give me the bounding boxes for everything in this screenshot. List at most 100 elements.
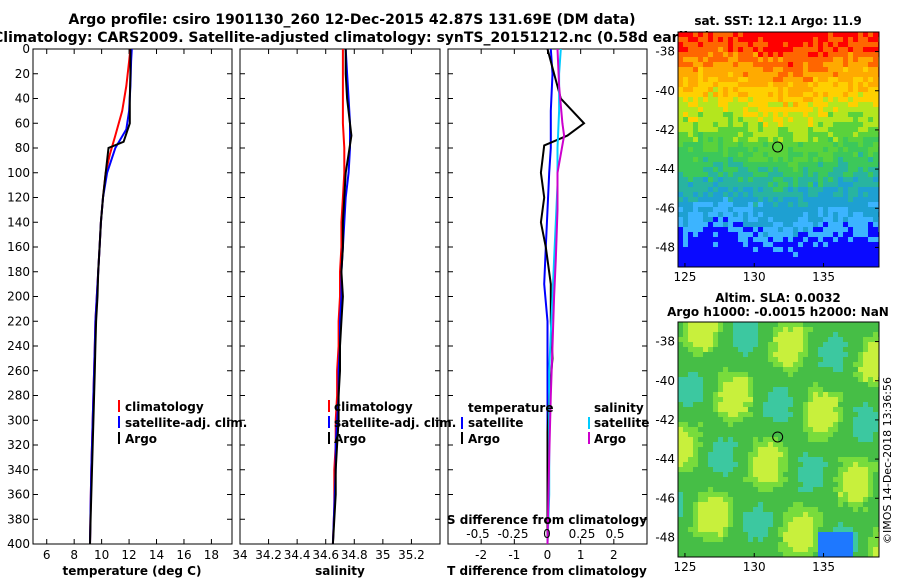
map-cell xyxy=(728,87,733,92)
map-cell xyxy=(813,97,818,102)
map-cell xyxy=(733,377,738,382)
map-cell xyxy=(733,437,738,442)
y-tick-label: 0 xyxy=(22,42,30,56)
map-cell xyxy=(708,102,713,107)
map-cell xyxy=(783,437,788,442)
map-cell xyxy=(728,262,733,267)
map-cell xyxy=(708,322,713,327)
map-cell xyxy=(843,57,848,62)
map-cell xyxy=(793,387,798,392)
map-cell xyxy=(843,217,848,222)
map-cell xyxy=(758,322,763,327)
map-cell xyxy=(818,392,823,397)
map-cell xyxy=(858,52,863,57)
map-cell xyxy=(783,222,788,227)
map-cell xyxy=(833,542,838,547)
map-cell xyxy=(863,437,868,442)
map-cell xyxy=(773,502,778,507)
map-cell xyxy=(753,537,758,542)
map-cell xyxy=(708,227,713,232)
map-cell xyxy=(688,487,693,492)
map-cell xyxy=(853,32,858,37)
map-cell xyxy=(813,87,818,92)
map-cell xyxy=(703,452,708,457)
map-cell xyxy=(813,162,818,167)
map-cell xyxy=(733,42,738,47)
map-cell xyxy=(698,537,703,542)
map-cell xyxy=(848,487,853,492)
map-cell xyxy=(708,197,713,202)
y-tick-label: 220 xyxy=(7,314,30,328)
map-cell xyxy=(723,137,728,142)
map-cell xyxy=(778,72,783,77)
map-cell xyxy=(738,432,743,437)
map-cell xyxy=(873,507,878,512)
map-cell xyxy=(693,62,698,67)
map-cell xyxy=(698,347,703,352)
map-cell xyxy=(753,522,758,527)
map-cell xyxy=(773,457,778,462)
map-cell xyxy=(713,132,718,137)
map-cell xyxy=(798,327,803,332)
map-cell xyxy=(798,357,803,362)
map-cell xyxy=(748,377,753,382)
map-cell xyxy=(718,322,723,327)
map-cell xyxy=(763,527,768,532)
y-tick-label: 160 xyxy=(7,240,30,254)
map-cell xyxy=(823,322,828,327)
map-cell xyxy=(773,387,778,392)
map-cell xyxy=(778,52,783,57)
map-cell xyxy=(873,247,878,252)
map-cell xyxy=(748,522,753,527)
map-cell xyxy=(793,107,798,112)
map-cell xyxy=(828,382,833,387)
map-cell xyxy=(838,442,843,447)
map-cell xyxy=(773,67,778,72)
map-cell xyxy=(723,52,728,57)
map-cell xyxy=(763,512,768,517)
map-cell xyxy=(678,57,683,62)
map-cell xyxy=(728,57,733,62)
map-cell xyxy=(743,417,748,422)
map-cell xyxy=(863,47,868,52)
map-cell xyxy=(858,162,863,167)
map-cell xyxy=(778,352,783,357)
map-cell xyxy=(723,257,728,262)
map-cell xyxy=(693,392,698,397)
map-cell xyxy=(838,122,843,127)
map-cell xyxy=(748,447,753,452)
map-cell xyxy=(683,352,688,357)
map-cell xyxy=(718,217,723,222)
map-cell xyxy=(793,57,798,62)
map-cell xyxy=(798,162,803,167)
map-cell xyxy=(748,192,753,197)
map-cell xyxy=(858,192,863,197)
map-cell xyxy=(738,257,743,262)
map-cell xyxy=(683,132,688,137)
map-cell xyxy=(778,322,783,327)
map-cell xyxy=(863,192,868,197)
map-cell xyxy=(728,77,733,82)
map-cell xyxy=(858,217,863,222)
map-cell xyxy=(833,112,838,117)
map-cell xyxy=(693,537,698,542)
map-cell xyxy=(778,542,783,547)
map-cell xyxy=(818,262,823,267)
map-cell xyxy=(708,417,713,422)
map-cell xyxy=(868,207,873,212)
map-cell xyxy=(698,367,703,372)
map-cell xyxy=(703,132,708,137)
map-cell xyxy=(753,497,758,502)
map-cell xyxy=(793,47,798,52)
map-cell xyxy=(818,527,823,532)
map-cell xyxy=(733,472,738,477)
map-cell xyxy=(818,377,823,382)
map-cell xyxy=(713,372,718,377)
map-cell xyxy=(803,477,808,482)
map-cell xyxy=(703,97,708,102)
map-cell xyxy=(718,67,723,72)
map-cell xyxy=(683,262,688,267)
x-tick-label: -1 xyxy=(508,548,520,562)
map-cell xyxy=(783,412,788,417)
map-cell xyxy=(708,532,713,537)
